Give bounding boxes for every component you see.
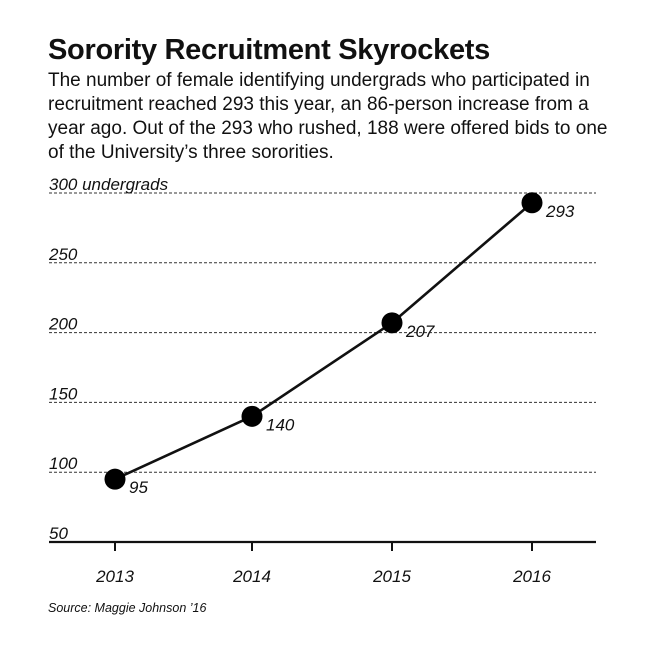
x-tick-label-2014: 2014 — [232, 567, 271, 586]
chart-subtitle: The number of female identifying undergr… — [48, 70, 608, 163]
data-point-2013 — [104, 468, 126, 490]
chart-title: Sorority Recruitment Skyrockets — [48, 34, 490, 66]
x-tick-label-2013: 2013 — [95, 567, 134, 586]
source-note: Source: Maggie Johnson ’16 — [48, 601, 207, 615]
data-label-2015: 207 — [405, 322, 435, 341]
data-label-2013: 95 — [129, 478, 148, 497]
x-tick-label-2016: 2016 — [512, 567, 551, 586]
y-tick-label-300: 300 undergrads — [49, 175, 169, 194]
data-label-2014: 140 — [266, 415, 295, 434]
series-line — [114, 201, 533, 481]
y-tick-label-250: 250 — [48, 245, 78, 264]
y-tick-label-200: 200 — [48, 315, 78, 334]
y-tick-label-100: 100 — [49, 454, 78, 473]
y-tick-label-150: 150 — [49, 384, 78, 403]
data-point-2016 — [521, 192, 543, 214]
data-point-2014 — [241, 405, 263, 427]
data-label-2016: 293 — [545, 202, 575, 221]
x-tick-label-2015: 2015 — [372, 567, 411, 586]
data-point-2015 — [381, 312, 403, 334]
y-tick-label-50: 50 — [49, 524, 68, 543]
